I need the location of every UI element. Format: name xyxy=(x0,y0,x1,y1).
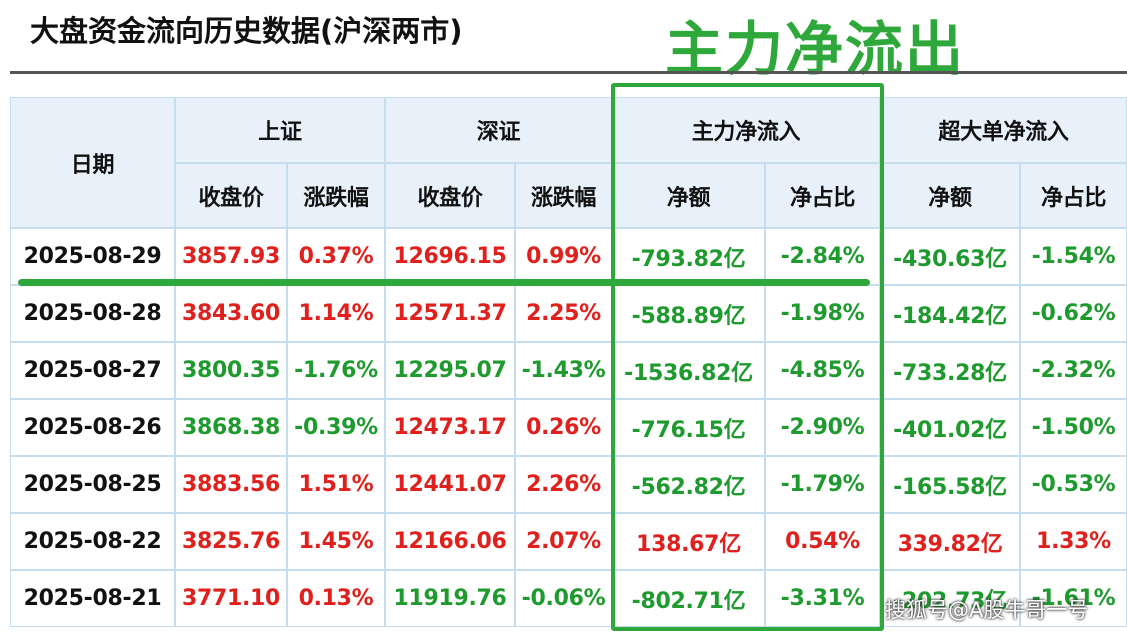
page-title: 大盘资金流向历史数据(沪深两市) xyxy=(30,14,463,48)
value-cell: -1.50% xyxy=(1020,399,1127,456)
column-group-header: 超大单净流入 xyxy=(880,97,1127,163)
value-cell: 2.26% xyxy=(515,456,612,513)
value-cell: 12571.37 xyxy=(385,285,515,342)
divider xyxy=(10,71,1127,74)
date-cell: 2025-08-27 xyxy=(10,342,175,399)
value-cell: 2.07% xyxy=(515,513,612,570)
value-cell: 3883.56 xyxy=(175,456,287,513)
column-header: 净额 xyxy=(880,163,1020,228)
value-cell: 1.45% xyxy=(287,513,385,570)
highlight-box xyxy=(611,83,884,631)
value-cell: 1.51% xyxy=(287,456,385,513)
value-cell: -165.58亿 xyxy=(880,456,1020,513)
value-cell: -1536.82亿 xyxy=(612,342,765,399)
value-cell: -184.42亿 xyxy=(880,285,1020,342)
value-cell: -3.31% xyxy=(765,570,880,627)
value-cell: 12166.06 xyxy=(385,513,515,570)
value-cell: -1.76% xyxy=(287,342,385,399)
value-cell: -793.82亿 xyxy=(612,228,765,285)
date-cell: 2025-08-21 xyxy=(10,570,175,627)
date-cell: 2025-08-26 xyxy=(10,399,175,456)
value-cell: -202.73亿 xyxy=(880,570,1020,627)
column-group-header: 深证 xyxy=(385,97,612,163)
value-cell: 12473.17 xyxy=(385,399,515,456)
value-cell: -1.98% xyxy=(765,285,880,342)
value-cell: 2.25% xyxy=(515,285,612,342)
column-header: 涨跌幅 xyxy=(287,163,385,228)
column-header: 日期 xyxy=(10,97,175,228)
date-cell: 2025-08-29 xyxy=(10,228,175,285)
value-cell: 0.26% xyxy=(515,399,612,456)
value-cell: 0.13% xyxy=(287,570,385,627)
value-cell: 3843.60 xyxy=(175,285,287,342)
value-cell: -401.02亿 xyxy=(880,399,1020,456)
value-cell: 3825.76 xyxy=(175,513,287,570)
value-cell: 12441.07 xyxy=(385,456,515,513)
date-cell: 2025-08-28 xyxy=(10,285,175,342)
date-cell: 2025-08-25 xyxy=(10,456,175,513)
value-cell: -1.79% xyxy=(765,456,880,513)
value-cell: 0.99% xyxy=(515,228,612,285)
value-cell: -1.54% xyxy=(1020,228,1127,285)
value-cell: -776.15亿 xyxy=(612,399,765,456)
value-cell: -4.85% xyxy=(765,342,880,399)
date-cell: 2025-08-22 xyxy=(10,513,175,570)
value-cell: -733.28亿 xyxy=(880,342,1020,399)
watermark: 搜狐号@A股牛哥一号 xyxy=(885,598,1089,622)
value-cell: 3800.35 xyxy=(175,342,287,399)
value-cell: -802.71亿 xyxy=(612,570,765,627)
value-cell: -588.89亿 xyxy=(612,285,765,342)
value-cell: 12696.15 xyxy=(385,228,515,285)
column-group-header: 主力净流入 xyxy=(612,97,880,163)
value-cell: 12295.07 xyxy=(385,342,515,399)
value-cell: 1.33% xyxy=(1020,513,1127,570)
value-cell: 11919.76 xyxy=(385,570,515,627)
column-header: 净额 xyxy=(612,163,765,228)
value-cell: 138.67亿 xyxy=(612,513,765,570)
value-cell: 3771.10 xyxy=(175,570,287,627)
column-header: 净占比 xyxy=(1020,163,1127,228)
value-cell: -2.84% xyxy=(765,228,880,285)
value-cell: -562.82亿 xyxy=(612,456,765,513)
value-cell: -430.63亿 xyxy=(880,228,1020,285)
column-header: 涨跌幅 xyxy=(515,163,612,228)
value-cell: -0.06% xyxy=(515,570,612,627)
value-cell: -2.32% xyxy=(1020,342,1127,399)
value-cell: 0.54% xyxy=(765,513,880,570)
value-cell: -2.90% xyxy=(765,399,880,456)
value-cell: 0.37% xyxy=(287,228,385,285)
value-cell: -0.62% xyxy=(1020,285,1127,342)
column-header: 收盘价 xyxy=(385,163,515,228)
value-cell: -0.53% xyxy=(1020,456,1127,513)
column-header: 净占比 xyxy=(765,163,880,228)
value-cell: 3868.38 xyxy=(175,399,287,456)
value-cell: -0.39% xyxy=(287,399,385,456)
value-cell: 1.14% xyxy=(287,285,385,342)
value-cell: -1.43% xyxy=(515,342,612,399)
value-cell: 339.82亿 xyxy=(880,513,1020,570)
column-header: 收盘价 xyxy=(175,163,287,228)
highlight-underline xyxy=(18,279,870,286)
value-cell: 3857.93 xyxy=(175,228,287,285)
column-group-header: 上证 xyxy=(175,97,385,163)
